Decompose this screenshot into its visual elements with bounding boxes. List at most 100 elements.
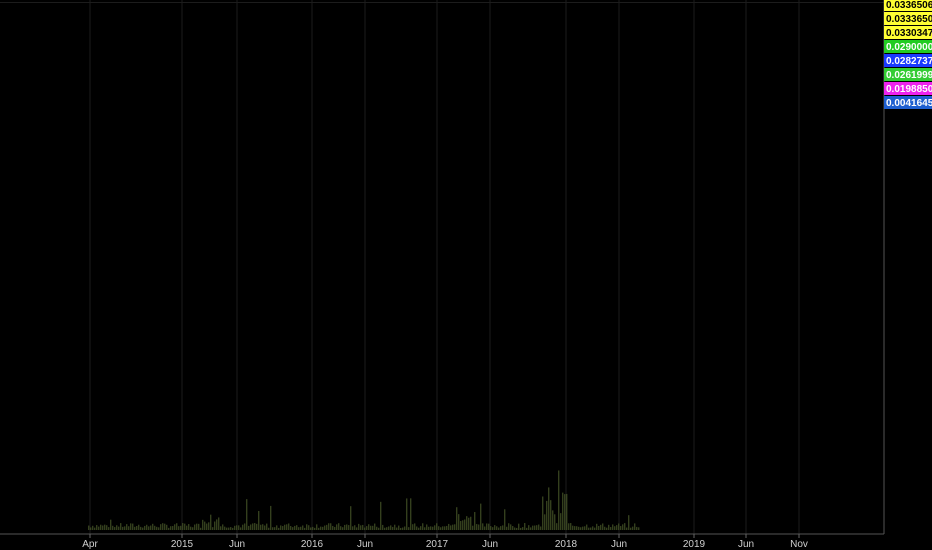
volume-bar bbox=[516, 527, 518, 530]
volume-bar bbox=[546, 500, 548, 530]
volume-bar bbox=[398, 525, 400, 530]
volume-bar bbox=[322, 526, 324, 530]
volume-bar bbox=[288, 523, 290, 530]
volume-bar bbox=[120, 523, 122, 530]
volume-bar bbox=[242, 524, 244, 530]
volume-bar bbox=[596, 523, 598, 530]
volume-bar bbox=[176, 523, 178, 530]
volume-bar bbox=[538, 524, 540, 530]
grid-lines bbox=[0, 0, 884, 534]
volume-bar bbox=[290, 526, 292, 530]
time-axis[interactable]: Apr 2015 Jun 2016 Jun 2017 Jun 2018 Jun 2019 Jun No… bbox=[82, 534, 808, 550]
volume-bar bbox=[382, 524, 384, 530]
volume-bar bbox=[608, 524, 610, 530]
volume-bar bbox=[544, 514, 546, 530]
volume-bar bbox=[606, 527, 608, 530]
volume-bar bbox=[554, 514, 556, 530]
volume-bar bbox=[460, 520, 462, 530]
volume-bar bbox=[514, 527, 516, 530]
volume-bar bbox=[586, 524, 588, 530]
volume-bar bbox=[162, 523, 164, 530]
price-badge bbox=[884, 12, 932, 25]
volume-bar bbox=[374, 523, 376, 530]
volume-bar bbox=[528, 525, 530, 530]
volume-bar bbox=[160, 524, 162, 530]
volume-bar bbox=[304, 527, 306, 530]
volume-bar bbox=[254, 523, 256, 530]
time-tick-label: 2015 bbox=[171, 539, 194, 550]
volume-bar bbox=[196, 523, 198, 530]
volume-bar bbox=[234, 525, 236, 530]
volume-bar bbox=[396, 527, 398, 530]
volume-bar bbox=[118, 526, 120, 530]
volume-bar bbox=[188, 524, 190, 530]
volume-bar bbox=[488, 523, 490, 530]
volume-bar bbox=[144, 525, 146, 530]
volume-bar bbox=[336, 524, 338, 530]
volume-bar bbox=[136, 525, 138, 530]
volume-bar bbox=[338, 523, 340, 530]
volume-bar bbox=[432, 526, 434, 530]
volume-bar bbox=[302, 525, 304, 530]
volume-bar bbox=[478, 524, 480, 530]
price-badge-label: 0.02827373 bbox=[886, 56, 932, 67]
volume-bar bbox=[392, 526, 394, 530]
volume-bar bbox=[194, 524, 196, 530]
volume-bar bbox=[318, 527, 320, 530]
volume-bar bbox=[484, 526, 486, 530]
volume-bar bbox=[284, 524, 286, 530]
volume-bar bbox=[264, 525, 266, 530]
volume-bar bbox=[244, 523, 246, 530]
volume-bar bbox=[312, 526, 314, 530]
volume-bar bbox=[252, 523, 254, 530]
volume-bar bbox=[638, 527, 640, 530]
volume-bar bbox=[130, 523, 132, 530]
volume-bar bbox=[306, 524, 308, 530]
volume-bar bbox=[226, 527, 228, 530]
volume-bar bbox=[408, 527, 410, 530]
time-tick-label: Jun bbox=[611, 539, 627, 550]
volume-bar bbox=[532, 525, 534, 530]
volume-bar bbox=[616, 525, 618, 530]
price-badge bbox=[884, 96, 932, 109]
volume-bar bbox=[482, 523, 484, 530]
volume-bar bbox=[406, 498, 408, 530]
volume-bar bbox=[378, 527, 380, 530]
volume-bar bbox=[280, 525, 282, 530]
volume-bar bbox=[386, 527, 388, 530]
volume-bar bbox=[112, 525, 114, 530]
price-badges: 0.125000000.048000000.040290000.03658000… bbox=[884, 0, 932, 109]
volume-bar bbox=[170, 526, 172, 530]
volume-bar bbox=[480, 503, 482, 530]
volume-bar bbox=[298, 527, 300, 530]
volume-bar bbox=[390, 525, 392, 530]
volume-bar bbox=[360, 525, 362, 530]
volume-bar bbox=[140, 526, 142, 530]
volume-bar bbox=[438, 526, 440, 530]
volume-bar bbox=[566, 493, 568, 530]
time-tick-label: Jun bbox=[738, 539, 754, 550]
volume-bar bbox=[492, 527, 494, 530]
time-tick-label: 2018 bbox=[555, 539, 578, 550]
volume-bar bbox=[572, 525, 574, 530]
volume-bar bbox=[626, 527, 628, 530]
volume-bar bbox=[498, 527, 500, 530]
volume-bar bbox=[332, 525, 334, 530]
volume-bar bbox=[518, 523, 520, 530]
volume-bar bbox=[270, 505, 272, 530]
volume-bar bbox=[582, 526, 584, 530]
price-badge bbox=[884, 26, 932, 39]
volume-bar bbox=[364, 527, 366, 530]
volume-bar bbox=[368, 524, 370, 530]
time-tick-label: 2019 bbox=[683, 539, 706, 550]
volume-bar bbox=[168, 527, 170, 530]
volume-bar bbox=[574, 526, 576, 530]
volume-bar bbox=[624, 523, 626, 530]
volume-bar bbox=[88, 525, 90, 530]
volume-bar bbox=[108, 527, 110, 530]
volume-bar bbox=[182, 523, 184, 530]
volume-bar bbox=[172, 526, 174, 530]
volume-bar bbox=[578, 526, 580, 530]
